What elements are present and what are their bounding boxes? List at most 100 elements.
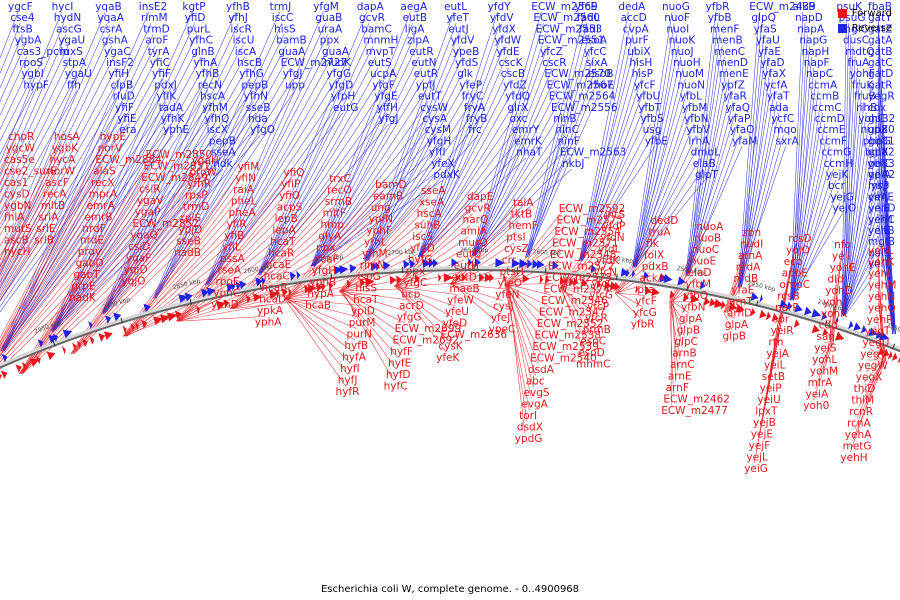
reverse-leader-line — [367, 34, 459, 261]
scale-tick-label: 2600 kbp — [532, 249, 561, 258]
forward-gene-label: yeiR — [771, 325, 794, 337]
forward-leader-line — [0, 188, 100, 351]
forward-gene-label: rseA — [218, 265, 242, 277]
reverse-gene-label: ftsB — [12, 23, 32, 35]
forward-gene-label: acrD — [399, 300, 424, 312]
forward-gene-label: iscS — [412, 231, 433, 243]
forward-leader-line — [0, 234, 45, 302]
reverse-gene-label: yfbE — [645, 135, 668, 147]
reverse-feature-arrow — [230, 282, 236, 292]
forward-leader-line — [617, 293, 644, 308]
forward-leader-line — [0, 165, 58, 273]
forward-gene-label: yeiU — [757, 394, 780, 406]
reverse-gene-label: yfiE — [117, 113, 136, 125]
forward-leader-line — [777, 267, 792, 326]
reverse-gene-label: tadA — [159, 102, 184, 114]
forward-feature-arrow — [651, 287, 660, 297]
reverse-leader-line — [580, 90, 645, 262]
reverse-gene-label: hisP — [632, 68, 653, 80]
forward-gene-label: setB — [762, 371, 785, 383]
reverse-leader-line — [471, 79, 555, 257]
reverse-leader-line — [364, 79, 468, 261]
reverse-gene-label: iscA — [235, 46, 257, 58]
reverse-gene-label: rhoE — [590, 79, 614, 91]
reverse-leader-line — [417, 11, 498, 258]
forward-gene-label: ECW_m2699 — [395, 323, 462, 335]
forward-feature-arrow — [160, 314, 170, 324]
reverse-gene-label: ECW_m2727 — [281, 57, 348, 69]
reverse-feature-arrow — [663, 274, 673, 283]
reverse-leader-line — [738, 45, 767, 287]
forward-leader-line — [339, 290, 399, 358]
reverse-feature-arrow — [52, 333, 58, 342]
forward-feature-arrow — [739, 304, 744, 314]
forward-gene-label: intS — [605, 209, 626, 221]
reverse-leader-line — [525, 79, 599, 258]
forward-gene-label: metG — [843, 441, 872, 453]
reverse-feature-arrow — [37, 339, 44, 348]
reverse-leader-line — [473, 90, 557, 257]
forward-gene-label: acpS — [277, 202, 303, 214]
scale-tick — [686, 285, 689, 292]
forward-gene-label: yeiA — [806, 389, 830, 401]
forward-gene-label: ackA — [640, 273, 666, 285]
forward-gene-label: yohD — [825, 285, 852, 297]
reverse-feature-arrow — [239, 280, 247, 290]
reverse-feature-arrow — [468, 258, 473, 268]
forward-leader-line — [616, 260, 652, 294]
forward-feature-arrow — [15, 364, 22, 373]
forward-feature-arrow — [166, 312, 178, 322]
forward-gene-label: hyfF — [390, 346, 413, 358]
reverse-gene-label: cscK — [499, 57, 524, 69]
reverse-gene-label: ccmG — [821, 147, 851, 159]
reverse-gene-label: guaA — [278, 46, 306, 58]
forward-gene-label: yfgC — [403, 277, 427, 289]
forward-feature-arrow — [703, 296, 711, 306]
forward-gene-label: murQ — [458, 237, 487, 249]
reverse-leader-line — [580, 23, 631, 262]
forward-feature-arrow — [216, 300, 226, 310]
forward-gene-label: yfbQ — [683, 290, 708, 302]
forward-gene-label: ECW_m2572 — [548, 261, 615, 273]
reverse-gene-label: ygaU — [58, 35, 85, 47]
reverse-gene-label: yfbB — [708, 12, 732, 24]
forward-leader-line — [669, 301, 674, 394]
reverse-gene-label: kgtP — [182, 1, 205, 13]
reverse-gene-label: mglC — [841, 23, 868, 35]
forward-feature-arrow — [196, 305, 201, 315]
forward-gene-label: dedD — [651, 215, 679, 227]
forward-leader-line — [450, 242, 515, 285]
forward-leader-line — [0, 222, 47, 298]
reverse-gene-label: yfiF — [115, 102, 134, 114]
forward-leader-line — [507, 284, 526, 434]
reverse-gene-label: galS — [868, 247, 891, 259]
forward-leader-line — [560, 277, 602, 288]
forward-leader-line — [0, 130, 111, 339]
reverse-leader-line — [635, 34, 677, 268]
reverse-gene-label: nhaT — [516, 147, 543, 159]
forward-gene-label: ECW_m2574 — [543, 284, 610, 296]
reverse-gene-label: sxrA — [776, 135, 800, 147]
forward-gene-label: rpsP — [185, 190, 208, 202]
reverse-leader-line — [685, 45, 723, 276]
reverse-leader-line — [790, 79, 817, 301]
forward-feature-arrow — [153, 316, 163, 326]
forward-feature-arrow — [759, 309, 767, 319]
reverse-gene-label: tyrA — [148, 46, 171, 58]
forward-gene-label: ECW_m2850 — [146, 149, 213, 161]
reverse-leader-line — [0, 11, 62, 164]
reverse-leader-line — [257, 11, 368, 275]
forward-leader-line — [614, 293, 641, 319]
reverse-gene-label: dedA — [618, 1, 646, 13]
forward-gene-label: zbn — [742, 227, 761, 239]
forward-feature-arrow — [304, 284, 310, 294]
reverse-gene-label: ECW_m2551 — [538, 35, 605, 47]
reverse-gene-label: yehB — [868, 225, 895, 237]
forward-gene-label: yfdN — [600, 232, 624, 244]
reverse-gene-label: fruK — [852, 79, 875, 91]
reverse-leader-line — [473, 56, 551, 257]
forward-leader-line — [778, 313, 784, 326]
reverse-gene-label: elaB — [693, 158, 716, 170]
reverse-leader-line — [204, 79, 337, 286]
forward-feature-arrow — [822, 327, 828, 337]
